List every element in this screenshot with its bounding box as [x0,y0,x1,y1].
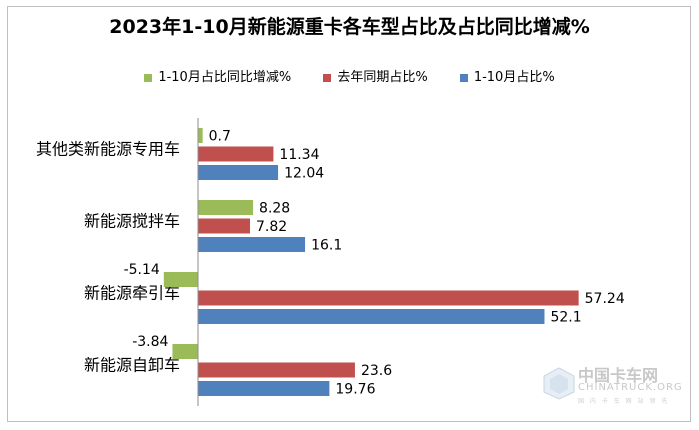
bar [198,381,330,396]
data-label: 12.04 [284,166,324,182]
bar [198,200,254,215]
watermark-cn: 中国卡车网 [578,366,659,385]
legend-item-current: 1-10月占比% [459,66,555,85]
chart-title: 2023年1-10月新能源重卡各车型占比及占比同比增减% [109,16,590,38]
legend-swatch-yoy [144,73,153,82]
category-label: 新能源牵引车 [84,284,180,303]
chart-legend: 1-10月占比同比增减% 去年同期占比% 1-10月占比% [0,66,699,85]
data-label: 23.6 [361,363,392,379]
data-label: -5.14 [124,262,160,278]
bar [198,165,279,180]
bar [198,146,274,162]
data-label: -3.84 [132,334,168,350]
data-label: 8.28 [259,201,290,217]
bar [198,290,579,306]
bar [198,218,251,234]
data-label: 0.7 [209,129,231,145]
legend-item-last-year: 去年同期占比% [323,66,428,85]
data-label: 11.34 [279,147,319,163]
chart-frame [7,6,691,422]
watermark-en: CHINATRUCK.ORG [578,382,683,393]
legend-swatch-last-year [323,73,332,82]
watermark-slogan: 国 内 卡 车 网 站 领 先 [578,398,670,405]
data-label: 52.1 [550,310,581,326]
data-label: 16.1 [311,238,342,254]
watermark-logo-icon [543,367,575,400]
bar [198,128,203,143]
category-label: 新能源搅拌车 [84,212,180,231]
bar [198,237,306,252]
watermark: 中国卡车网 CHINATRUCK.ORG 国 内 卡 车 网 站 领 先 [540,360,683,410]
category-label: 其他类新能源专用车 [36,140,180,159]
data-label: 7.82 [256,219,287,235]
legend-swatch-current [459,73,468,82]
bar [163,272,198,287]
data-label: 57.24 [585,291,625,307]
bar [198,362,355,378]
legend-label-last-year: 去年同期占比% [337,70,428,85]
category-label: 新能源自卸车 [84,356,180,375]
data-label: 19.76 [335,382,375,398]
bar [172,344,198,359]
legend-label-yoy: 1-10月占比同比增减% [158,70,292,85]
bar [198,309,545,324]
legend-item-yoy: 1-10月占比同比增减% [144,66,291,85]
legend-label-current: 1-10月占比% [473,70,555,85]
